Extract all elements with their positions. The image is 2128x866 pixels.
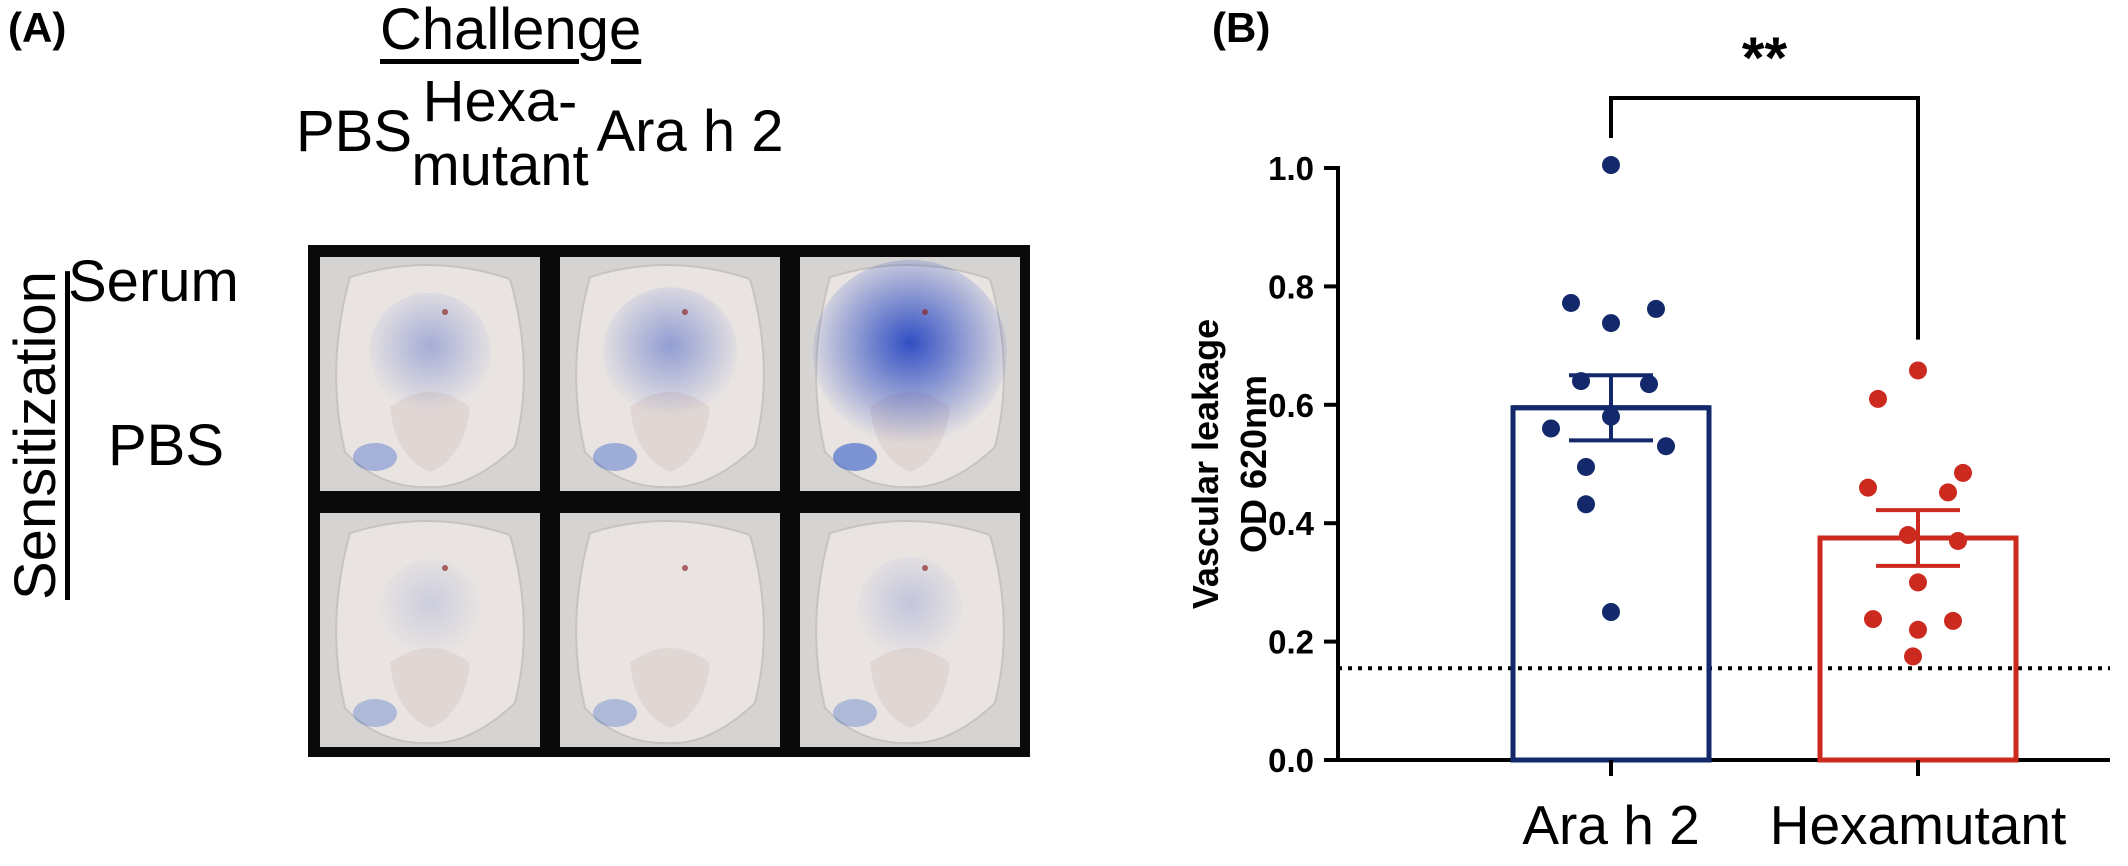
data-point-0-5 — [1640, 375, 1658, 394]
data-point-1-2 — [1954, 463, 1972, 482]
data-point-0-1 — [1562, 293, 1580, 312]
challenge-title: Challenge — [380, 0, 642, 62]
y-tick-label-0: 0.0 — [1268, 742, 1314, 779]
significance-label: ** — [1742, 26, 1788, 91]
data-point-0-11 — [1602, 603, 1620, 621]
y-tick-label-1: 0.2 — [1268, 624, 1314, 661]
skin-photo-r0-c0 — [320, 257, 540, 491]
y-axis-label: Vascular leakage OD 620nm — [1185, 319, 1274, 609]
significance-bracket — [1609, 96, 1920, 340]
panel-b-label: (B) — [1212, 4, 1271, 51]
row-label-serum: Serum — [68, 249, 239, 314]
panel-a-label: (A) — [8, 4, 67, 51]
y-tick-label-5: 1.0 — [1268, 150, 1314, 187]
photo-grid — [308, 245, 1030, 757]
column-label-arah2: Ara h 2 — [596, 99, 784, 164]
y-tick-label-2: 0.4 — [1268, 505, 1315, 542]
skin-photo-r0-c1 — [560, 257, 780, 491]
data-point-1-4 — [1939, 483, 1957, 502]
data-point-0-4 — [1572, 372, 1590, 391]
data-point-1-11 — [1904, 647, 1922, 666]
data-point-1-1 — [1869, 389, 1887, 408]
data-point-0-10 — [1577, 495, 1595, 514]
data-point-1-10 — [1909, 620, 1927, 639]
skin-photo-r0-c2 — [800, 257, 1020, 491]
column-label-pbs: PBS — [295, 99, 413, 164]
data-point-1-6 — [1949, 531, 1967, 550]
row-label-pbs: PBS — [108, 413, 225, 478]
y-axis-label-line-1: OD 620nm — [1233, 375, 1274, 553]
x-tick-label-0: Ara h 2 — [1522, 794, 1699, 856]
data-point-1-9 — [1944, 611, 1962, 630]
skin-photo-r1-c1 — [560, 513, 780, 747]
y-tick-label-3: 0.6 — [1268, 387, 1314, 424]
data-point-0-7 — [1542, 419, 1560, 438]
data-point-0-3 — [1602, 314, 1620, 333]
column-label-hexamutant: Hexa- mutant — [400, 70, 600, 198]
x-tick-label-1: Hexamutant — [1770, 794, 2067, 856]
data-point-1-8 — [1864, 610, 1882, 629]
data-point-0-2 — [1647, 299, 1665, 318]
data-point-1-7 — [1909, 573, 1927, 592]
data-point-0-9 — [1577, 457, 1595, 476]
data-point-1-0 — [1909, 361, 1927, 380]
data-point-0-8 — [1657, 437, 1675, 456]
skin-photo-r1-c0 — [320, 513, 540, 747]
skin-photo-r1-c2 — [800, 513, 1020, 747]
y-axis-label-line-0: Vascular leakage — [1185, 319, 1226, 609]
data-point-1-3 — [1859, 478, 1877, 497]
data-point-0-6 — [1602, 407, 1620, 426]
column-label-hexamutant-line1: Hexa- — [422, 69, 578, 134]
column-label-hexamutant-line2: mutant — [411, 133, 589, 198]
data-point-1-5 — [1899, 526, 1917, 545]
y-tick-label-4: 0.8 — [1268, 268, 1314, 305]
data-point-0-0 — [1602, 156, 1620, 175]
bar-0 — [1510, 405, 1712, 763]
